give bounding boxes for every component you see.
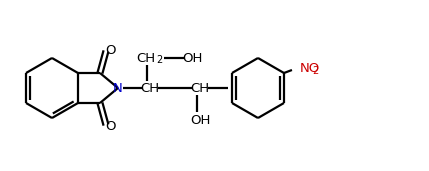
Text: 2: 2	[156, 55, 162, 65]
Text: CH: CH	[136, 51, 156, 64]
Text: 2: 2	[312, 66, 318, 76]
Text: O: O	[106, 120, 116, 133]
Text: CH: CH	[190, 82, 209, 95]
Text: OH: OH	[190, 115, 210, 128]
Text: OH: OH	[182, 51, 202, 64]
Text: NO: NO	[300, 62, 320, 76]
Text: N: N	[113, 82, 123, 95]
Text: CH: CH	[140, 82, 160, 95]
Text: O: O	[106, 43, 116, 56]
